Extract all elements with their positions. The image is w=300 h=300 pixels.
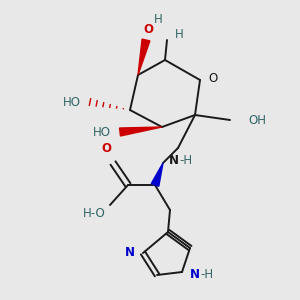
Polygon shape xyxy=(151,163,163,186)
Text: O: O xyxy=(101,142,111,155)
Polygon shape xyxy=(119,127,162,136)
Text: OH: OH xyxy=(248,113,266,127)
Text: -H: -H xyxy=(179,154,192,167)
Text: O: O xyxy=(143,23,153,36)
Text: -H: -H xyxy=(200,268,213,281)
Text: O: O xyxy=(208,71,217,85)
Text: H-O: H-O xyxy=(83,207,106,220)
Text: N: N xyxy=(125,247,135,260)
Text: N: N xyxy=(169,154,179,167)
Text: N: N xyxy=(190,268,200,281)
Text: H: H xyxy=(175,28,184,41)
Polygon shape xyxy=(138,39,150,75)
Text: HO: HO xyxy=(63,95,81,109)
Text: H: H xyxy=(154,13,163,26)
Text: HO: HO xyxy=(93,125,111,139)
